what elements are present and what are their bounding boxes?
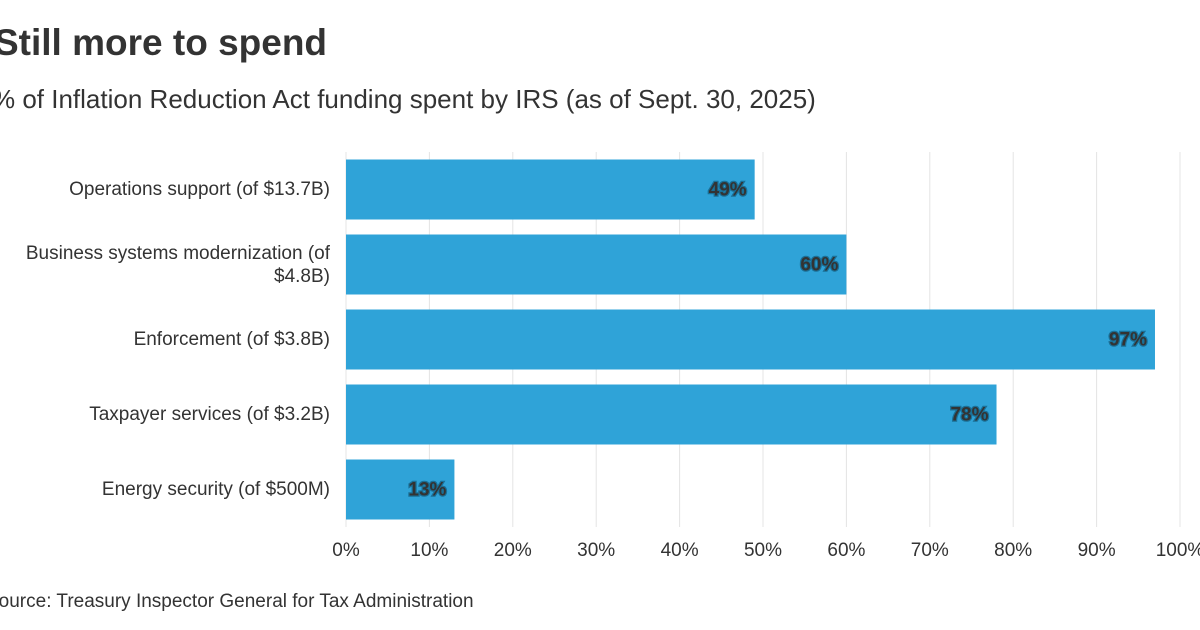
bar (346, 159, 755, 220)
bar (346, 459, 455, 520)
y-tick-label: Taxpayer services (of $3.2B) (89, 404, 330, 425)
source: Source: Treasury Inspector General for T… (0, 591, 474, 612)
y-tick-label: Business systems modernization (of $4.8B… (25, 242, 330, 287)
y-label-box: Business systems modernization (of $4.8B… (25, 242, 330, 287)
x-tick-label: 0% (332, 540, 360, 561)
y-label-box: Operations support (of $13.7B) (69, 179, 330, 200)
y-tick-label: Enforcement (of $3.8B) (133, 329, 330, 350)
x-tick-label: 10% (410, 540, 448, 561)
value-label: 49% (709, 180, 747, 201)
x-tick-label: 50% (744, 540, 782, 561)
x-tick-label: 60% (827, 540, 865, 561)
x-tick-label: 100% (1156, 540, 1200, 561)
y-label-box: Taxpayer services (of $3.2B) (89, 404, 330, 425)
y-tick-label: Operations support (of $13.7B) (69, 179, 330, 200)
x-tick-label: 90% (1078, 540, 1116, 561)
x-tick-label: 40% (661, 540, 699, 561)
bar (346, 384, 997, 445)
chart-subtitle: % of Inflation Reduction Act funding spe… (0, 84, 816, 114)
chart-title: Still more to spend (0, 22, 327, 63)
value-label: 13% (408, 480, 446, 501)
y-tick-label: Energy security (of $500M) (101, 479, 330, 500)
value-label: 60% (800, 255, 838, 276)
y-label-box: Enforcement (of $3.8B) (133, 329, 330, 350)
x-tick-label: 20% (494, 540, 532, 561)
x-tick-label: 70% (911, 540, 949, 561)
bar (346, 309, 1155, 370)
x-tick-label: 30% (577, 540, 615, 561)
value-label: 97% (1109, 330, 1147, 351)
value-label: 78% (950, 405, 988, 426)
y-label-box: Energy security (of $500M) (101, 479, 330, 500)
x-tick-label: 80% (994, 540, 1032, 561)
bar (346, 234, 847, 295)
